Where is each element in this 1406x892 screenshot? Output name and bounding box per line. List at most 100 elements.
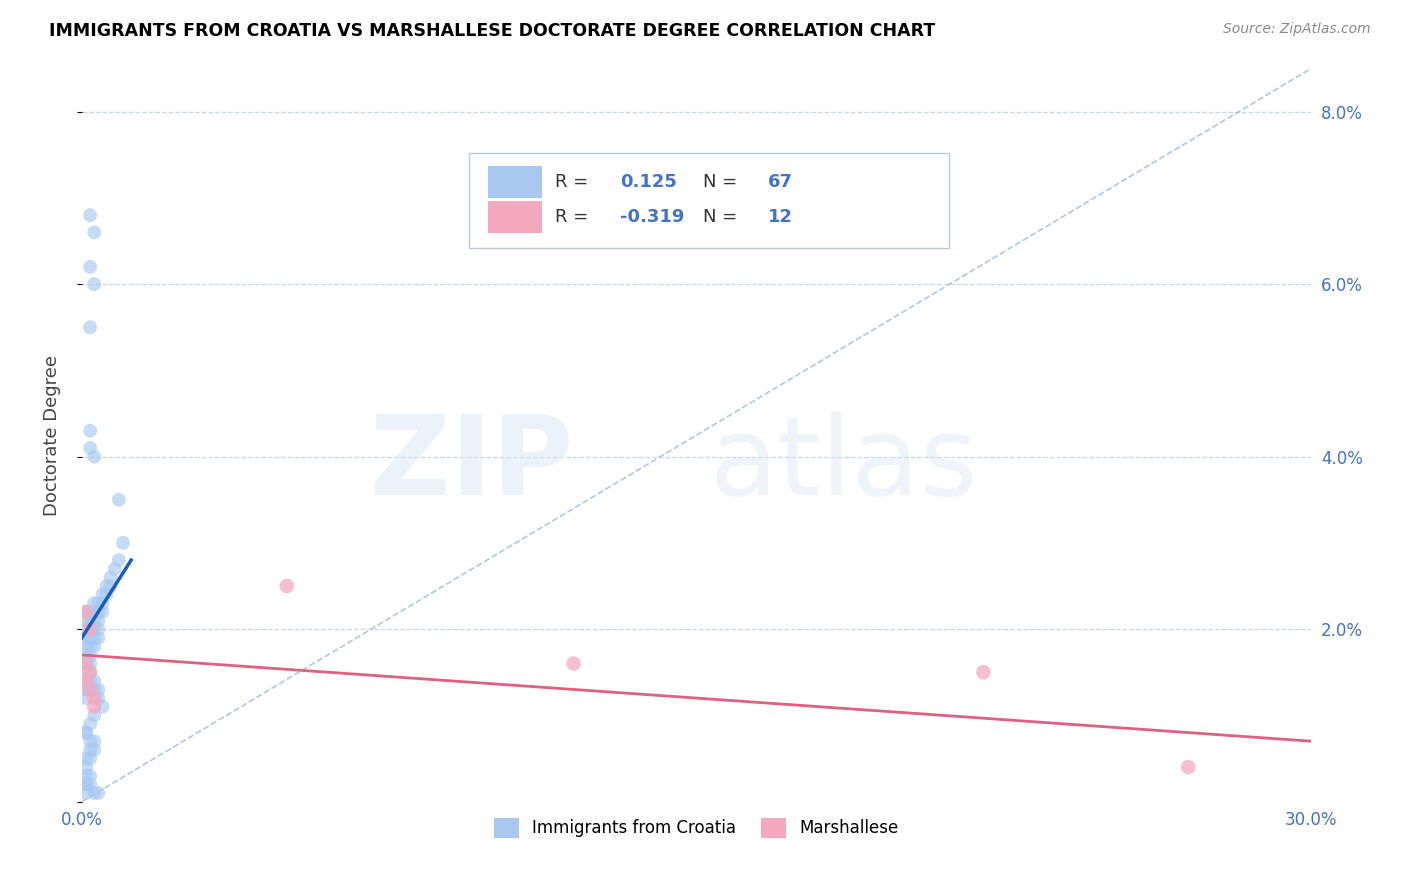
- Point: [75, 682, 97, 697]
- Point: [96, 588, 118, 602]
- Legend: Immigrants from Croatia, Marshallese: Immigrants from Croatia, Marshallese: [488, 811, 905, 845]
- Point: [75, 760, 97, 774]
- Point: [79, 769, 101, 783]
- Text: N =: N =: [703, 173, 742, 191]
- Text: 67: 67: [768, 173, 793, 191]
- Point: [87, 682, 110, 697]
- Point: [83, 622, 105, 636]
- Point: [87, 596, 110, 610]
- Point: [1177, 760, 1199, 774]
- FancyBboxPatch shape: [488, 166, 541, 198]
- Point: [83, 786, 105, 800]
- Point: [83, 708, 105, 723]
- Point: [79, 622, 101, 636]
- Point: [79, 657, 101, 671]
- Point: [75, 665, 97, 680]
- Point: [79, 648, 101, 662]
- Point: [83, 614, 105, 628]
- Text: R =: R =: [555, 173, 595, 191]
- Point: [83, 605, 105, 619]
- Point: [75, 640, 97, 654]
- Point: [83, 450, 105, 464]
- Point: [79, 320, 101, 334]
- Point: [79, 208, 101, 222]
- Point: [91, 588, 114, 602]
- Point: [83, 631, 105, 645]
- Point: [108, 553, 131, 567]
- Point: [79, 743, 101, 757]
- Point: [83, 699, 105, 714]
- Point: [75, 657, 97, 671]
- Point: [79, 441, 101, 455]
- Point: [75, 605, 97, 619]
- Point: [75, 673, 97, 688]
- Point: [972, 665, 994, 680]
- Point: [79, 665, 101, 680]
- Text: R =: R =: [555, 209, 595, 227]
- FancyBboxPatch shape: [488, 202, 541, 234]
- Point: [75, 725, 97, 739]
- Point: [83, 673, 105, 688]
- Point: [79, 640, 101, 654]
- Point: [83, 734, 105, 748]
- Point: [87, 605, 110, 619]
- Point: [87, 622, 110, 636]
- Point: [79, 673, 101, 688]
- Point: [75, 614, 97, 628]
- Point: [75, 751, 97, 765]
- Text: ZIP: ZIP: [370, 411, 574, 518]
- Point: [75, 786, 97, 800]
- Text: Source: ZipAtlas.com: Source: ZipAtlas.com: [1223, 22, 1371, 37]
- Text: N =: N =: [703, 209, 742, 227]
- Point: [79, 605, 101, 619]
- Point: [83, 277, 105, 292]
- Point: [75, 691, 97, 706]
- Text: 12: 12: [768, 209, 793, 227]
- Point: [79, 682, 101, 697]
- Point: [100, 570, 122, 584]
- Point: [276, 579, 298, 593]
- Point: [83, 226, 105, 240]
- Point: [79, 631, 101, 645]
- Point: [79, 614, 101, 628]
- Text: atlas: atlas: [710, 411, 979, 518]
- Point: [83, 691, 105, 706]
- Point: [75, 769, 97, 783]
- Point: [79, 260, 101, 274]
- Point: [79, 665, 101, 680]
- Point: [75, 777, 97, 791]
- Point: [104, 562, 127, 576]
- Point: [83, 596, 105, 610]
- Text: IMMIGRANTS FROM CROATIA VS MARSHALLESE DOCTORATE DEGREE CORRELATION CHART: IMMIGRANTS FROM CROATIA VS MARSHALLESE D…: [49, 22, 935, 40]
- Point: [83, 682, 105, 697]
- Point: [79, 717, 101, 731]
- Point: [83, 640, 105, 654]
- Y-axis label: Doctorate Degree: Doctorate Degree: [44, 354, 60, 516]
- Point: [75, 648, 97, 662]
- Point: [75, 725, 97, 739]
- Point: [83, 743, 105, 757]
- Point: [87, 786, 110, 800]
- Text: 0.125: 0.125: [620, 173, 678, 191]
- Point: [91, 699, 114, 714]
- Point: [75, 622, 97, 636]
- Point: [87, 691, 110, 706]
- Point: [79, 751, 101, 765]
- Point: [108, 492, 131, 507]
- Point: [79, 734, 101, 748]
- Point: [75, 631, 97, 645]
- Text: -0.319: -0.319: [620, 209, 685, 227]
- Point: [87, 631, 110, 645]
- Point: [91, 596, 114, 610]
- Point: [111, 536, 134, 550]
- Point: [75, 657, 97, 671]
- FancyBboxPatch shape: [470, 153, 949, 248]
- Point: [79, 777, 101, 791]
- Point: [91, 605, 114, 619]
- Point: [87, 614, 110, 628]
- Point: [96, 579, 118, 593]
- Point: [79, 622, 101, 636]
- Point: [100, 579, 122, 593]
- Point: [562, 657, 585, 671]
- Point: [79, 424, 101, 438]
